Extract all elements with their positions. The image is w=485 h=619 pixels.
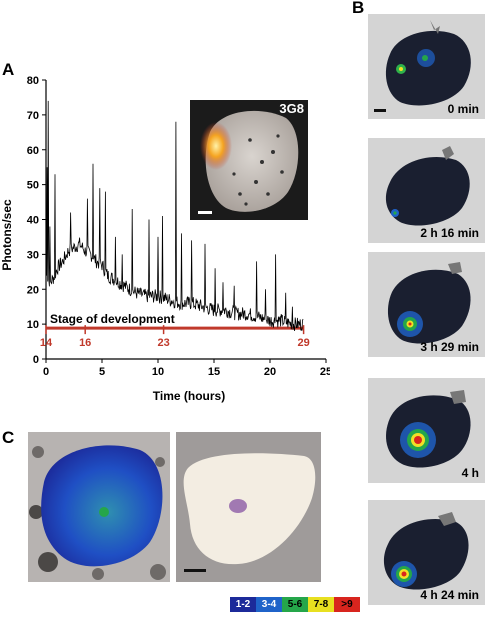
x-axis-label: Time (hours) bbox=[153, 389, 225, 403]
y-tick-label: 80 bbox=[27, 75, 39, 87]
x-tick-label: 15 bbox=[208, 366, 220, 378]
timelapse-frame-3: 3 h 29 min bbox=[368, 252, 485, 357]
oocyte-brightfield bbox=[200, 110, 299, 212]
timelapse-frame-5: 4 h 24 min bbox=[368, 500, 485, 605]
stage-tick-label: 29 bbox=[297, 337, 309, 349]
intensity-scale-legend: 1-2 3-4 5-6 7-8 >9 bbox=[230, 597, 360, 612]
oocyte-luminescence bbox=[385, 146, 470, 226]
stained-oocyte-image bbox=[176, 432, 321, 582]
stage-bar-label: Stage of development bbox=[50, 312, 175, 326]
x-tick-label: 25 bbox=[320, 366, 330, 378]
stage-of-development-bar: Stage of development 14 16 23 29 bbox=[40, 312, 310, 349]
legend-item-3: 5-6 bbox=[282, 597, 308, 612]
y-axis-label: Photons/sec bbox=[0, 199, 14, 271]
y-tick-label: 0 bbox=[33, 354, 39, 366]
panel-c-letter: C bbox=[2, 428, 15, 447]
y-tick-label: 30 bbox=[27, 249, 39, 261]
oocyte-luminescence bbox=[385, 20, 471, 106]
photon-series-line bbox=[45, 100, 304, 332]
timelapse-label-1: 0 min bbox=[447, 102, 479, 116]
oocyte-luminescence bbox=[386, 390, 471, 468]
panel-b-letter: B bbox=[352, 0, 365, 17]
timelapse-label-2: 2 h 16 min bbox=[420, 226, 479, 240]
x-tick-label: 10 bbox=[152, 366, 164, 378]
inset-scale-bar bbox=[198, 211, 212, 214]
timelapse-frame-4: 4 h bbox=[368, 378, 485, 483]
timelapse-label-4: 4 h bbox=[461, 466, 479, 480]
y-tick-label: 40 bbox=[27, 215, 39, 227]
photon-count-chart: 0 10 20 30 40 50 60 70 80 0 5 10 15 20 25 Stage of dev… bbox=[0, 75, 330, 403]
y-tick-label: 50 bbox=[27, 180, 39, 192]
timelapse-frame-2: 2 h 16 min bbox=[368, 138, 485, 243]
legend-item-1: 1-2 bbox=[230, 597, 256, 612]
oocyte-luminescence-overlay bbox=[29, 445, 166, 580]
legend-item-2: 3-4 bbox=[256, 597, 282, 612]
y-tick-label: 60 bbox=[27, 145, 39, 157]
legend-item-4: 7-8 bbox=[308, 597, 334, 612]
stage-tick-label: 16 bbox=[79, 337, 91, 349]
frame-scale-bar bbox=[374, 109, 386, 112]
inset-label: 3G8 bbox=[279, 101, 304, 116]
inset-image: 3G8 bbox=[190, 100, 308, 220]
timelapse-label-5: 4 h 24 min bbox=[420, 588, 479, 602]
y-tick-label: 20 bbox=[27, 284, 39, 296]
panel-a-letter: A bbox=[2, 60, 15, 79]
stage-tick-label: 14 bbox=[40, 337, 53, 349]
oocyte-luminescence bbox=[387, 262, 471, 344]
stained-oocyte bbox=[183, 453, 316, 565]
chart-axes: 0 10 20 30 40 50 60 70 80 0 5 10 15 20 25 bbox=[27, 75, 330, 378]
y-tick-label: 10 bbox=[27, 319, 39, 331]
x-tick-label: 20 bbox=[264, 366, 276, 378]
luminescence-overlay-image bbox=[28, 432, 170, 582]
x-tick-label: 0 bbox=[43, 366, 49, 378]
timelapse-frame-1: 0 min bbox=[368, 14, 485, 119]
timelapse-label-3: 3 h 29 min bbox=[420, 340, 479, 354]
photon-trace bbox=[45, 100, 304, 332]
stage-tick-label: 23 bbox=[157, 337, 169, 349]
oocyte-luminescence bbox=[383, 512, 469, 590]
panel-c-scale-bar bbox=[184, 569, 206, 572]
x-tick-label: 5 bbox=[99, 366, 105, 378]
y-tick-label: 70 bbox=[27, 110, 39, 122]
legend-item-5: >9 bbox=[334, 597, 360, 612]
